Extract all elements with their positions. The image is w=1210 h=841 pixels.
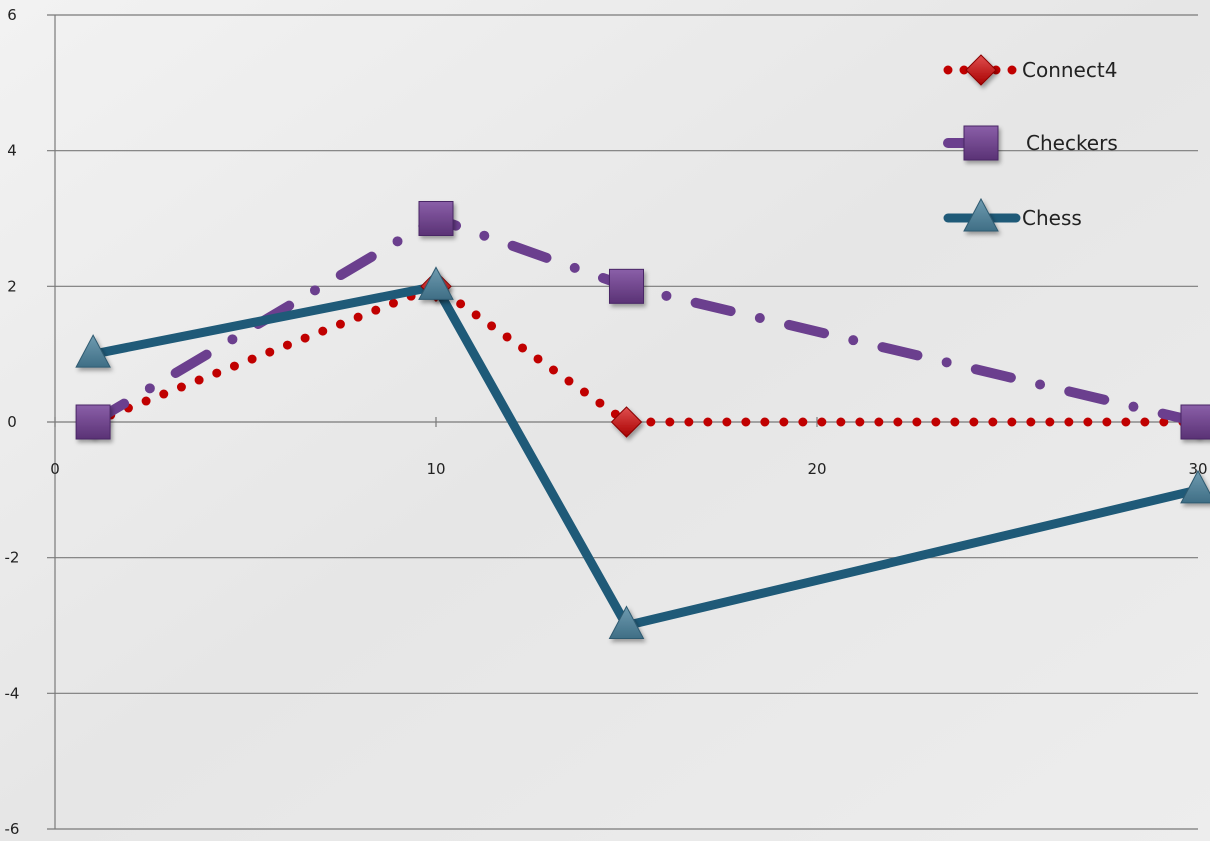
legend-label-connect4: Connect4 xyxy=(1022,58,1117,82)
x-tick-label: 30 xyxy=(1188,460,1207,478)
y-tick-label: -6 xyxy=(5,820,20,838)
connect4-marker xyxy=(610,406,643,438)
legend-label-checkers: Checkers xyxy=(1026,131,1118,155)
x-tick-label: 10 xyxy=(426,460,445,478)
chess-marker xyxy=(75,334,111,368)
legend-marker-checkers xyxy=(963,125,999,161)
y-tick-label: -2 xyxy=(5,549,20,567)
legend-marker-connect4 xyxy=(965,54,997,86)
y-tick-label: 6 xyxy=(7,6,17,24)
checkers-marker xyxy=(75,404,111,440)
y-tick-label: 4 xyxy=(7,142,17,160)
x-tick-label: 20 xyxy=(807,460,826,478)
x-tick-label: 0 xyxy=(50,460,60,478)
chess-marker xyxy=(608,605,645,639)
chess-marker xyxy=(1180,469,1210,504)
checkers-marker xyxy=(1180,404,1210,440)
y-tick-label: 2 xyxy=(7,277,17,295)
legend-marker-chess xyxy=(963,197,999,232)
y-tick-label: 0 xyxy=(7,413,17,431)
y-tick-label: -4 xyxy=(5,684,20,702)
checkers-marker xyxy=(609,268,644,304)
chess-series-line xyxy=(88,281,1203,630)
legend-label-chess: Chess xyxy=(1022,206,1082,230)
checkers-marker xyxy=(418,201,454,236)
chess-marker xyxy=(418,266,454,300)
